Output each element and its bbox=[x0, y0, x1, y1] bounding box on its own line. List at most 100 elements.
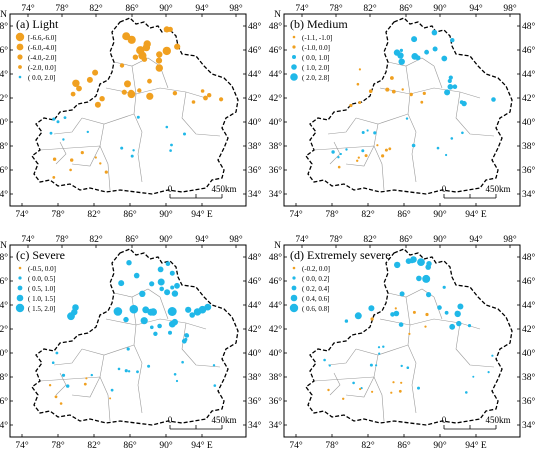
station-point bbox=[86, 76, 93, 83]
prefecture-boundary bbox=[99, 354, 111, 422]
station-point bbox=[117, 367, 121, 371]
station-point bbox=[153, 331, 158, 336]
right-latitude-label: 48° bbox=[522, 21, 536, 32]
station-point bbox=[172, 91, 178, 96]
legend-symbol bbox=[16, 294, 24, 302]
station-point bbox=[140, 317, 148, 325]
top-longitude-label: 90° bbox=[433, 234, 447, 245]
station-point bbox=[164, 289, 171, 296]
station-point bbox=[447, 84, 454, 90]
legend-symbol bbox=[290, 73, 298, 81]
station-point bbox=[124, 369, 128, 373]
station-point bbox=[454, 310, 460, 316]
top-longitude-label: 74° bbox=[21, 3, 35, 14]
station-point bbox=[394, 261, 401, 269]
prefecture-boundary bbox=[407, 324, 417, 414]
station-point bbox=[384, 148, 388, 152]
top-longitude-label: 82° bbox=[89, 3, 103, 14]
prefecture-boundary bbox=[329, 372, 341, 396]
station-point bbox=[364, 154, 368, 158]
legend-symbol bbox=[291, 285, 297, 291]
region-boundary bbox=[31, 17, 239, 195]
station-point bbox=[461, 131, 464, 135]
station-point bbox=[361, 149, 365, 153]
station-point bbox=[104, 170, 108, 174]
map-panel: 74° 78° 82° 86° 90° 94° 98° 74° 78° 82° 86° 90° 94° … bbox=[269, 3, 536, 220]
station-point bbox=[118, 280, 125, 287]
legend-label: ( 0.0, 0.5] bbox=[28, 275, 55, 283]
station-point bbox=[398, 322, 404, 327]
station-point bbox=[129, 304, 139, 314]
legend-label: (-1.0, 0.0] bbox=[302, 44, 330, 52]
station-point bbox=[138, 51, 147, 60]
prefecture-boundary bbox=[55, 372, 67, 396]
station-point bbox=[411, 36, 418, 43]
prefecture-boundary bbox=[53, 348, 83, 366]
station-point bbox=[447, 78, 452, 84]
legend-symbol bbox=[15, 32, 25, 42]
left-latitude-label: 36° bbox=[269, 396, 283, 407]
station-point bbox=[52, 157, 57, 161]
station-point bbox=[110, 388, 114, 392]
prefecture-boundary bbox=[327, 117, 357, 135]
station-point bbox=[52, 117, 56, 121]
bottom-longitude-label: 94° E bbox=[465, 209, 487, 220]
station-point bbox=[436, 146, 440, 150]
station-point bbox=[376, 144, 379, 147]
top-longitude-label: 82° bbox=[363, 234, 377, 245]
station-point bbox=[132, 54, 139, 60]
right-latitude-label: 42° bbox=[248, 93, 262, 104]
station-point bbox=[181, 360, 184, 364]
top-longitude-label: 94° bbox=[469, 234, 483, 245]
station-point bbox=[457, 303, 464, 310]
station-point bbox=[381, 154, 385, 158]
left-latitude-label: 36° bbox=[269, 165, 283, 176]
right-latitude-label: 38° bbox=[522, 372, 536, 383]
right-latitude-label: 34° bbox=[248, 189, 262, 200]
station-point bbox=[356, 159, 359, 162]
right-latitude-label: 44° bbox=[522, 69, 536, 80]
station-point bbox=[157, 323, 162, 329]
prefecture-boundary bbox=[39, 376, 101, 382]
bottom-longitude-label: 78° bbox=[51, 440, 65, 451]
station-point bbox=[142, 306, 150, 314]
station-point bbox=[409, 92, 413, 97]
right-latitude-label: 40° bbox=[248, 348, 262, 359]
station-point bbox=[128, 89, 134, 96]
station-point bbox=[76, 85, 82, 92]
station-point bbox=[123, 316, 129, 323]
prefecture-boundary bbox=[455, 322, 495, 368]
right-latitude-label: 46° bbox=[522, 276, 536, 287]
right-latitude-label: 46° bbox=[248, 45, 262, 56]
right-latitude-label: 36° bbox=[522, 396, 536, 407]
station-point bbox=[169, 149, 172, 152]
left-latitude-label: 44° bbox=[0, 69, 8, 80]
prefecture-boundary bbox=[71, 145, 101, 167]
right-latitude-label: 42° bbox=[522, 324, 536, 335]
right-latitude-label: 38° bbox=[248, 372, 262, 383]
right-latitude-label: 40° bbox=[522, 348, 536, 359]
station-point bbox=[459, 100, 464, 105]
top-longitude-label: 74° bbox=[21, 234, 35, 245]
map-frame bbox=[283, 244, 521, 438]
north-label: N bbox=[0, 10, 7, 20]
station-point bbox=[452, 84, 458, 89]
legend-label: ( 0.4, 0.6] bbox=[302, 295, 329, 303]
station-point bbox=[425, 264, 431, 270]
right-latitude-label: 36° bbox=[248, 396, 262, 407]
legend-label: ( 0.0, 2.0] bbox=[28, 74, 55, 82]
right-latitude-label: 48° bbox=[248, 21, 262, 32]
bottom-longitude-label: 82° bbox=[87, 440, 101, 451]
station-point bbox=[83, 382, 87, 386]
station-point bbox=[63, 116, 67, 119]
station-point bbox=[465, 391, 468, 394]
station-point bbox=[207, 93, 212, 98]
bottom-longitude-label: 82° bbox=[361, 209, 375, 220]
station-point bbox=[411, 143, 416, 148]
station-point bbox=[167, 307, 177, 316]
station-point bbox=[422, 91, 426, 95]
station-point bbox=[441, 55, 448, 62]
station-point bbox=[200, 89, 205, 93]
right-latitude-label: 42° bbox=[248, 324, 262, 335]
top-longitude-label: 98° bbox=[229, 234, 243, 245]
